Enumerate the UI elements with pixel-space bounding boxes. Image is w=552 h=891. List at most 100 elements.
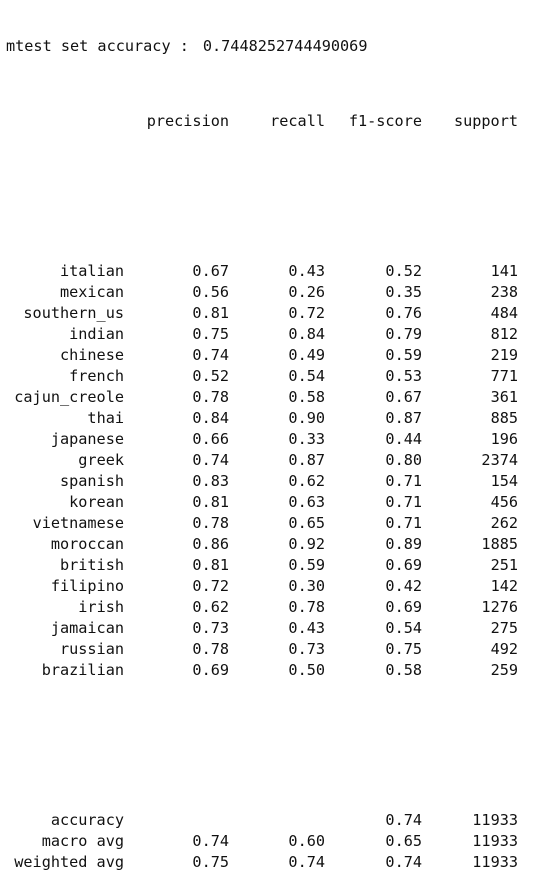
notebook-output: mtest set accuracy : 0.7448252744490069 p…	[0, 36, 552, 871]
blank-line	[0, 186, 552, 207]
f1-score-value: 0.74	[385, 853, 422, 871]
recall-value: 0.54	[288, 367, 325, 385]
class-label: macro avg	[41, 832, 124, 850]
precision-value: 0.52	[192, 367, 229, 385]
precision-value: 0.83	[192, 472, 229, 490]
class-label: korean	[69, 493, 124, 511]
recall-value: 0.72	[288, 304, 325, 322]
recall-value: 0.43	[288, 619, 325, 637]
class-label: japanese	[50, 430, 124, 448]
precision-value: 0.67	[192, 262, 229, 280]
f1-score-value: 0.59	[385, 346, 422, 364]
precision-value: 0.75	[192, 325, 229, 343]
support-value: 11933	[472, 811, 518, 829]
class-label: italian	[59, 262, 124, 280]
f1-score-value: 0.87	[385, 409, 422, 427]
f1-score-value: 0.76	[385, 304, 422, 322]
report-row: jamaican 0.73 0.43 0.54 275	[0, 618, 552, 639]
support-value: 11933	[472, 832, 518, 850]
class-label: moroccan	[50, 535, 124, 553]
recall-value: 0.30	[288, 577, 325, 595]
report-row: irish 0.62 0.78 0.69 1276	[0, 597, 552, 618]
support-value: 812	[490, 325, 518, 343]
support-value: 251	[490, 556, 518, 574]
class-label: greek	[78, 451, 124, 469]
recall-value: 0.62	[288, 472, 325, 490]
recall-value: 0.84	[288, 325, 325, 343]
header-f1-score: f1-score	[348, 112, 422, 130]
report-row: filipino 0.72 0.30 0.42 142	[0, 576, 552, 597]
report-row: moroccan 0.86 0.92 0.89 1885	[0, 534, 552, 555]
f1-score-value: 0.53	[385, 367, 422, 385]
precision-value: 0.72	[192, 577, 229, 595]
precision-value: 0.74	[192, 832, 229, 850]
support-value: 275	[490, 619, 518, 637]
report-row: mexican 0.56 0.26 0.35 238	[0, 282, 552, 303]
recall-value: 0.26	[288, 283, 325, 301]
recall-value: 0.78	[288, 598, 325, 616]
recall-value: 0.50	[288, 661, 325, 679]
f1-score-value: 0.80	[385, 451, 422, 469]
f1-score-value: 0.58	[385, 661, 422, 679]
support-value: 142	[490, 577, 518, 595]
header-recall: recall	[270, 112, 325, 130]
report-row: japanese 0.66 0.33 0.44 196	[0, 429, 552, 450]
report-row: korean 0.81 0.63 0.71 456	[0, 492, 552, 513]
precision-value: 0.69	[192, 661, 229, 679]
support-value: 238	[490, 283, 518, 301]
recall-value: 0.49	[288, 346, 325, 364]
precision-value: 0.74	[192, 346, 229, 364]
summary-row: accuracy 0.74 11933	[0, 810, 552, 831]
recall-value: 0.65	[288, 514, 325, 532]
support-value: 771	[490, 367, 518, 385]
header-precision: precision	[146, 112, 229, 130]
precision-value: 0.78	[192, 640, 229, 658]
support-value: 154	[490, 472, 518, 490]
report-row: brazilian 0.69 0.50 0.58 259	[0, 660, 552, 681]
support-value: 259	[490, 661, 518, 679]
support-value: 484	[490, 304, 518, 322]
f1-score-value: 0.44	[385, 430, 422, 448]
report-row: southern_us 0.81 0.72 0.76 484	[0, 303, 552, 324]
precision-value: 0.84	[192, 409, 229, 427]
class-label: cajun_creole	[14, 388, 124, 406]
report-row: cajun_creole 0.78 0.58 0.67 361	[0, 387, 552, 408]
class-label: jamaican	[50, 619, 124, 637]
recall-value: 0.90	[288, 409, 325, 427]
precision-value: 0.73	[192, 619, 229, 637]
class-label: irish	[78, 598, 124, 616]
class-label: brazilian	[41, 661, 124, 679]
accuracy-value: 0.7448252744490069	[202, 37, 368, 55]
class-label: vietnamese	[32, 514, 124, 532]
report-row: french 0.52 0.54 0.53 771	[0, 366, 552, 387]
precision-value: 0.74	[192, 451, 229, 469]
support-value: 885	[490, 409, 518, 427]
recall-value: 0.63	[288, 493, 325, 511]
precision-value: 0.81	[192, 556, 229, 574]
f1-score-value: 0.65	[385, 832, 422, 850]
class-label: spanish	[59, 472, 124, 490]
precision-value: 0.62	[192, 598, 229, 616]
report-row: british 0.81 0.59 0.69 251	[0, 555, 552, 576]
class-label: mexican	[59, 283, 124, 301]
support-value: 196	[490, 430, 518, 448]
recall-value: 0.92	[288, 535, 325, 553]
precision-value: 0.81	[192, 493, 229, 511]
class-label: indian	[69, 325, 124, 343]
support-value: 141	[490, 262, 518, 280]
f1-score-value: 0.67	[385, 388, 422, 406]
precision-value: 0.81	[192, 304, 229, 322]
support-value: 219	[490, 346, 518, 364]
class-label: british	[59, 556, 124, 574]
report-row: indian 0.75 0.84 0.79 812	[0, 324, 552, 345]
recall-value: 0.33	[288, 430, 325, 448]
recall-value: 0.74	[288, 853, 325, 871]
precision-value: 0.78	[192, 388, 229, 406]
class-label: thai	[87, 409, 124, 427]
accuracy-line: mtest set accuracy : 0.7448252744490069	[0, 36, 552, 57]
recall-value: 0.87	[288, 451, 325, 469]
class-label: southern_us	[23, 304, 124, 322]
support-value: 1276	[481, 598, 518, 616]
class-label: chinese	[59, 346, 124, 364]
recall-value: 0.73	[288, 640, 325, 658]
